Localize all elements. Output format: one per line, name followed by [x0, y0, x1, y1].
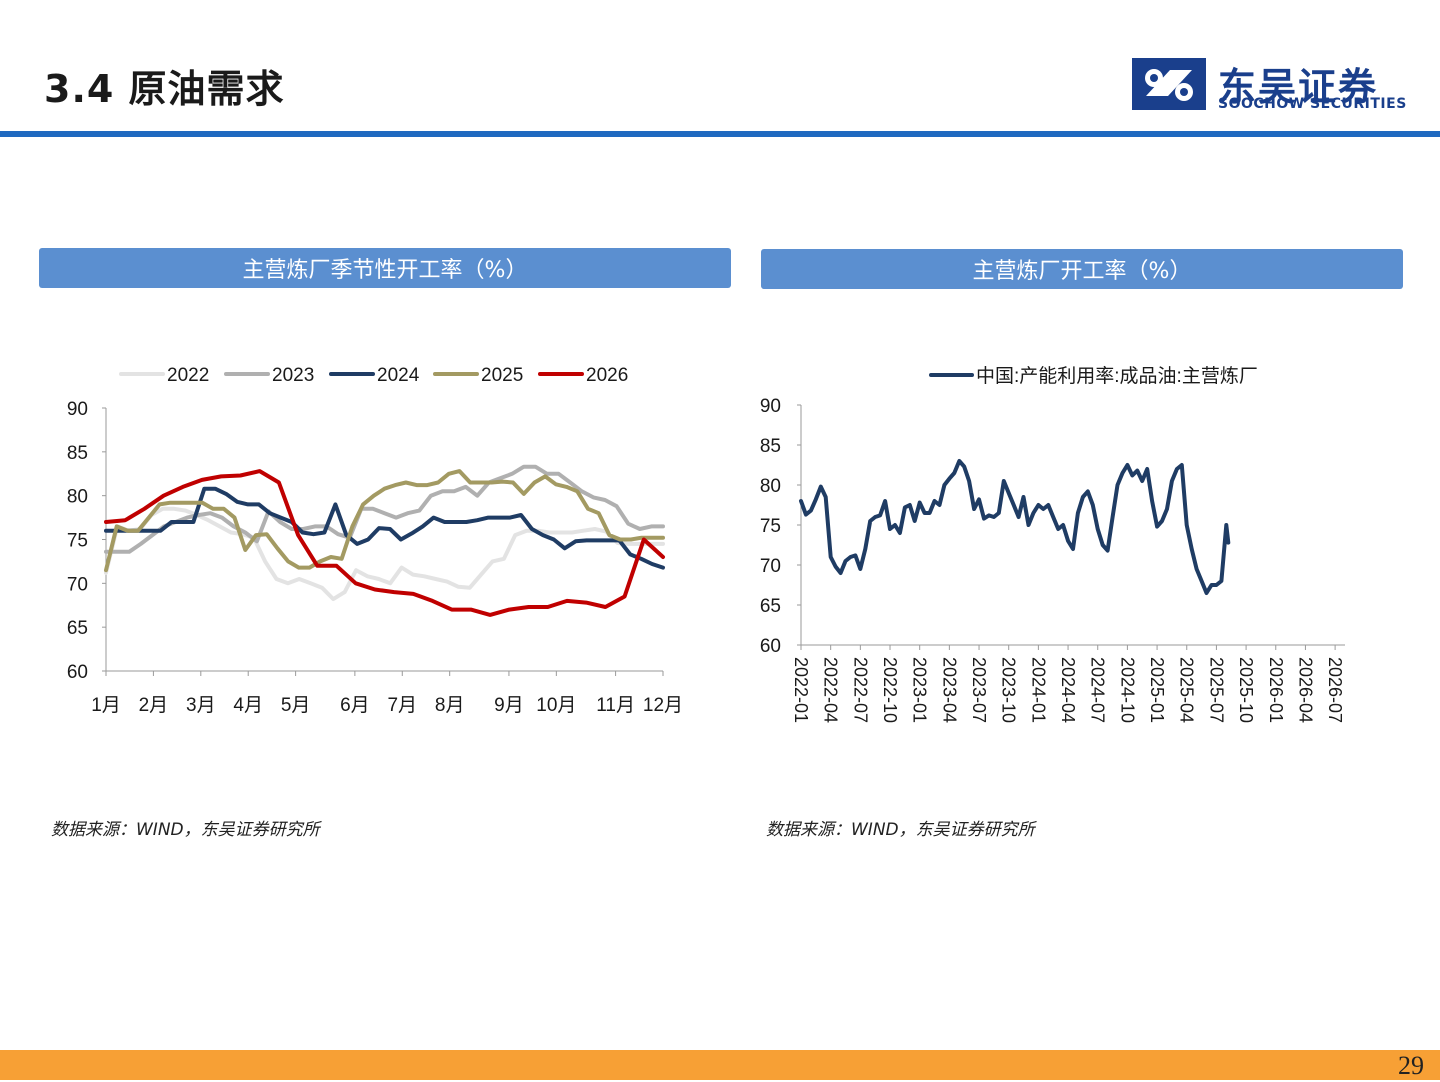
y-tick-label: 80 — [67, 487, 88, 508]
y-tick-label: 60 — [67, 662, 88, 683]
y-tick-label: 80 — [760, 476, 781, 497]
right-source-note: 数据来源：WIND，东吴证券研究所 — [766, 820, 1035, 840]
x-tick-label: 2024-10 — [1117, 657, 1137, 723]
series-line-2024 — [104, 486, 665, 570]
legend-label: 中国:产能利用率:成品油:主营炼厂 — [976, 365, 1258, 387]
company-logo: 东吴证券 SOOCHOW SECURITIES — [1130, 56, 1410, 116]
logo-name-cn: 东吴证券 — [1218, 65, 1379, 109]
series-line-2026 — [104, 469, 665, 617]
right-panel-title: 主营炼厂开工率（%） — [761, 249, 1403, 289]
x-tick-label: 2025-07 — [1206, 657, 1226, 723]
y-tick-label: 75 — [67, 531, 88, 552]
y-tick-label: 75 — [760, 516, 781, 537]
x-tick-label: 3月 — [186, 695, 216, 716]
left-panel-title: 主营炼厂季节性开工率（%） — [39, 248, 731, 288]
x-tick-label: 2023-07 — [969, 657, 989, 723]
x-tick-label: 2022-04 — [821, 657, 841, 723]
y-tick-label: 85 — [67, 443, 88, 464]
legend-label-2026: 2026 — [586, 365, 628, 386]
x-tick-label: 2026-01 — [1266, 657, 1286, 723]
logo-name-en: SOOCHOW SECURITIES — [1218, 96, 1407, 112]
x-tick-label: 2026-04 — [1295, 657, 1315, 723]
header-divider — [0, 131, 1440, 137]
x-tick-label: 6月 — [340, 695, 370, 716]
y-tick-label: 65 — [760, 596, 781, 617]
x-tick-label: 2024-04 — [1058, 657, 1078, 723]
x-tick-label: 4月 — [233, 695, 263, 716]
page-number: 29 — [1398, 1051, 1424, 1080]
y-tick-label: 65 — [67, 618, 88, 639]
page-title: 3.4 原油需求 — [44, 67, 285, 111]
x-tick-label: 7月 — [387, 695, 417, 716]
y-tick-label: 60 — [760, 636, 781, 657]
legend-label-2022: 2022 — [167, 365, 209, 386]
footer-bar — [0, 1050, 1440, 1080]
left-source-note: 数据来源：WIND，东吴证券研究所 — [51, 820, 320, 840]
legend-label-2024: 2024 — [377, 365, 420, 386]
x-tick-label: 2月 — [139, 695, 169, 716]
series-line-utilization — [799, 459, 1231, 595]
x-tick-label: 2025-04 — [1177, 657, 1197, 723]
x-tick-label: 2023-04 — [939, 657, 959, 723]
y-tick-label: 85 — [760, 436, 781, 457]
y-tick-label: 70 — [67, 574, 88, 595]
x-tick-label: 2025-10 — [1236, 657, 1256, 723]
legend-label-2023: 2023 — [272, 365, 314, 386]
y-tick-label: 90 — [760, 396, 781, 417]
series-line-2025 — [104, 469, 665, 573]
x-tick-label: 2026-07 — [1325, 657, 1345, 723]
x-tick-label: 2025-01 — [1147, 657, 1167, 723]
series-line-2023 — [104, 464, 665, 554]
x-tick-label: 9月 — [494, 695, 524, 716]
x-tick-label: 12月 — [643, 695, 683, 716]
legend-label-2025: 2025 — [481, 365, 523, 386]
x-tick-label: 1月 — [91, 695, 121, 716]
x-tick-label: 2022-10 — [880, 657, 900, 723]
x-tick-label: 2024-01 — [1028, 657, 1048, 723]
x-tick-label: 11月 — [596, 695, 635, 716]
x-tick-label: 2022-07 — [850, 657, 870, 723]
x-tick-label: 5月 — [281, 695, 311, 716]
x-tick-label: 10月 — [536, 695, 576, 716]
x-tick-label: 2022-01 — [791, 657, 811, 723]
y-tick-label: 90 — [67, 399, 88, 420]
y-tick-label: 70 — [760, 556, 781, 577]
soochow-logo-icon — [1132, 58, 1206, 110]
x-tick-label: 2023-10 — [999, 657, 1019, 723]
x-tick-label: 8月 — [435, 695, 465, 716]
x-tick-label: 2024-07 — [1088, 657, 1108, 723]
x-tick-label: 2023-01 — [910, 657, 930, 723]
